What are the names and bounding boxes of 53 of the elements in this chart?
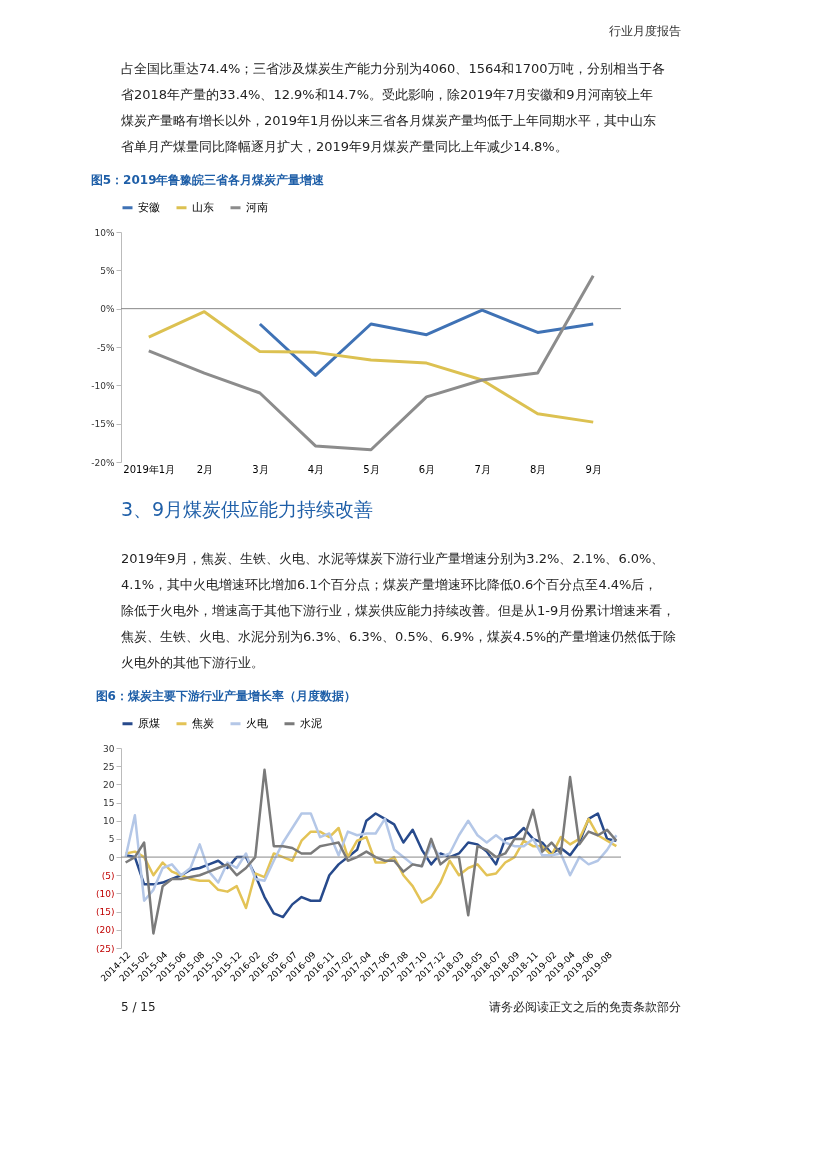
text: 2019年9月，焦炭、生铁、火电、水泥等煤炭下游行业产量增速分别为3.2%、2.1%、6.0%、	[121, 551, 665, 566]
text: 4.1%，其中火电增速环比增加6.1个百分点；煤炭产量增速环比降低0.6个百分点至4.4%后，	[121, 577, 658, 592]
y-tick-label: 30	[103, 743, 115, 754]
text: 5 / 15	[121, 1000, 156, 1014]
y-tick-label: 0%	[100, 304, 115, 315]
text: 除低于火电外，增速高于其他下游行业，煤炭供应能力持续改善。但是从1-9月份累计增速来看，	[121, 603, 676, 618]
x-tick-label: 2019年1月	[123, 463, 176, 475]
y-tick-label: 10	[103, 816, 115, 827]
legend-label: 安徽	[138, 200, 160, 214]
y-tick-label: 5	[108, 834, 115, 845]
text: 请务必阅读正文之后的免责条款部分	[489, 1000, 681, 1014]
text: 焦炭、生铁、火电、水泥分别为6.3%、6.3%、0.5%、6.9%，煤炭4.5%的产量增速仍然低于除	[121, 629, 677, 644]
line-series	[124, 768, 618, 935]
x-tick-label: 5月	[363, 463, 380, 475]
y-tick-label: (25)	[96, 943, 115, 954]
y-tick-label: 15	[103, 798, 115, 809]
text: 占全国比重达74.4%；三省涉及煤炭生产能力分别为4060、1564和1700万吨，分别相当于各	[121, 61, 665, 76]
text: 3、9月煤炭供应能力持续改善	[121, 498, 374, 520]
chart-title: 图5：2019年鲁豫皖三省各月煤炭产量增速	[90, 173, 326, 187]
x-tick-label: 9月	[585, 463, 602, 475]
y-tick-label: 20	[103, 779, 115, 790]
x-tick-label: 2月	[196, 463, 214, 475]
legend-label: 原煤	[138, 716, 160, 730]
y-tick-label: (20)	[96, 925, 115, 936]
legend-label: 水泥	[300, 716, 322, 730]
y-tick-label: -10%	[91, 380, 115, 391]
y-tick-label: -5%	[96, 342, 115, 353]
y-tick-label: (15)	[96, 907, 115, 918]
legend-label: 河南	[246, 200, 268, 214]
y-tick-label: -15%	[91, 419, 115, 430]
legend-label: 山东	[192, 200, 214, 214]
y-tick-label: (10)	[96, 888, 115, 899]
chart-title: 图6：煤炭主要下游行业产量增长率（月度数据）	[95, 689, 356, 703]
text: 煤炭产量略有增长以外，2019年1月份以来三省各月煤炭产量均低于上年同期水平，其中山东	[121, 113, 657, 128]
x-tick-label: 4月	[307, 463, 325, 475]
legend-label: 焦炭	[192, 716, 214, 730]
y-tick-label: -20%	[91, 457, 115, 468]
x-tick-label: 8月	[529, 463, 547, 475]
text: 省2018年产量的33.4%、12.9%和14.7%。受此影响，除2019年7月安徽和9月河南较上年	[121, 87, 653, 102]
y-tick-label: (5)	[101, 870, 115, 881]
y-tick-label: 0	[108, 852, 115, 863]
x-tick-label: 7月	[474, 463, 491, 475]
y-tick-label: 10%	[94, 227, 115, 238]
text: 火电外的其他下游行业。	[121, 655, 264, 670]
y-tick-label: 5%	[100, 265, 115, 276]
line-series	[147, 310, 595, 424]
legend-label: 火电	[246, 716, 268, 730]
text: 行业月度报告	[609, 24, 681, 38]
y-tick-label: 25	[103, 761, 115, 772]
text: 省单月产煤量同比降幅逐月扩大，2019年9月煤炭产量同比上年减少14.8%。	[121, 139, 568, 154]
x-tick-label: 3月	[252, 463, 269, 475]
x-tick-label: 6月	[418, 463, 436, 475]
line-series	[258, 308, 595, 377]
